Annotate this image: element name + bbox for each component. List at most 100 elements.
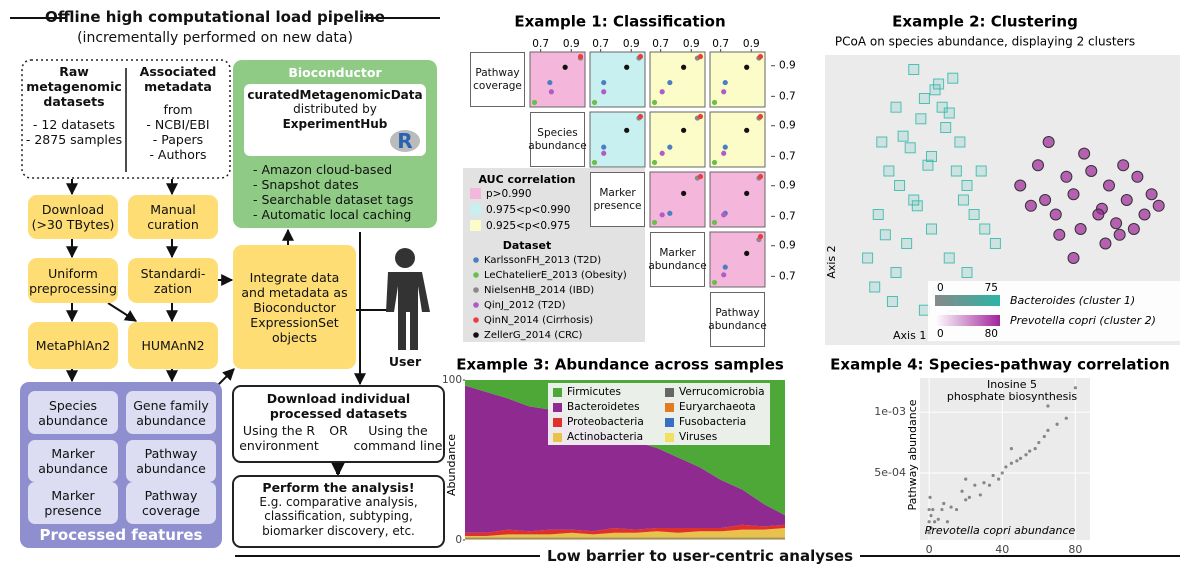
feature: - Searchable dataset tags [253, 192, 414, 207]
legend-label: Verrucomicrobia [679, 386, 765, 398]
point [1000, 471, 1004, 475]
bioconductor-title: Bioconductor [288, 65, 382, 80]
legend-swatch [470, 204, 481, 215]
integrate-box: Integrate data and metadata as Bioconduc… [233, 245, 356, 369]
point [879, 229, 891, 241]
point [954, 507, 959, 512]
y-tick-label: 1e-03 [874, 405, 906, 418]
point [601, 144, 607, 150]
metadata-item: - Papers [152, 132, 204, 147]
point [601, 89, 607, 95]
footer: Low barrier to user-centric analyses [546, 547, 854, 565]
point [978, 493, 982, 497]
raw-column: Raw metagenomic datasets - 12 datasets -… [24, 64, 124, 147]
legend-swatch [665, 418, 674, 427]
point [659, 212, 665, 218]
metadata-title: Associated metadata [139, 64, 217, 94]
point [960, 489, 964, 493]
point [964, 477, 968, 481]
variable-label: Marker abundance [648, 232, 707, 287]
point [954, 136, 966, 148]
legend-label: Viruses [679, 431, 717, 443]
point [886, 296, 898, 307]
legend-label: Bacteroidetes [567, 401, 640, 413]
y-tick-label: 100 [442, 374, 462, 386]
point [1009, 447, 1013, 451]
point [757, 173, 764, 180]
point [651, 99, 658, 106]
point [1085, 165, 1098, 177]
analysis-box: Perform the analysis! E.g. comparative a… [232, 475, 445, 548]
point [901, 238, 913, 249]
legend-swatch [470, 188, 481, 199]
point [1032, 159, 1044, 172]
point [1028, 449, 1032, 453]
point [872, 209, 884, 220]
cell [709, 111, 766, 168]
feature-box: Gene family abundance [126, 391, 216, 434]
legend-label: p>0.990 [486, 188, 532, 200]
legend-swatch [553, 433, 562, 442]
area [465, 537, 785, 539]
point [1024, 453, 1028, 457]
legend-bar [935, 295, 1000, 306]
point [601, 150, 607, 156]
point [531, 99, 538, 106]
metadata-item: from [163, 102, 193, 117]
point [933, 78, 945, 90]
point [943, 107, 955, 119]
point [890, 101, 902, 113]
point [904, 142, 916, 154]
point [697, 173, 704, 180]
point [862, 252, 874, 264]
package-note: distributed by [293, 102, 377, 117]
point [1033, 447, 1037, 451]
x-tick-label: 0.7 [712, 38, 729, 50]
legend-swatch [473, 302, 479, 308]
point [964, 498, 968, 502]
point [1015, 459, 1019, 463]
x-tick-label: 0 [926, 543, 933, 556]
raw-item: - 2875 samples [25, 132, 123, 147]
cell [709, 231, 766, 288]
variable-label: Pathway coverage [470, 52, 525, 107]
point [926, 151, 937, 162]
point [1055, 422, 1059, 426]
feature-box: Marker presence [28, 482, 118, 524]
point [711, 219, 718, 226]
point [975, 165, 987, 177]
legend-swatch [473, 272, 479, 278]
point [659, 150, 665, 156]
x-tick-label: 0.7 [592, 38, 609, 50]
point [968, 209, 980, 220]
point [1060, 170, 1073, 183]
point [936, 517, 940, 521]
option: Using the command line [353, 423, 443, 453]
point [908, 64, 920, 75]
point [949, 505, 953, 509]
point [721, 89, 727, 95]
point [927, 507, 931, 512]
cell [649, 111, 706, 168]
analysis-text: E.g. comparative analysis, classificatio… [259, 495, 418, 538]
variable-label: Marker presence [590, 172, 645, 227]
point [876, 136, 888, 148]
point [757, 233, 764, 240]
point [722, 79, 728, 86]
point [1078, 147, 1091, 160]
point [929, 526, 933, 530]
point [681, 190, 687, 196]
area [465, 385, 785, 533]
cell [709, 51, 766, 108]
chart-subtitle: PCoA on species abundance, displaying 2 … [835, 35, 1135, 49]
point [929, 84, 941, 96]
point [1103, 179, 1115, 192]
hub-name: ExperimentHub [282, 116, 388, 131]
point [1145, 188, 1158, 201]
step: MetaPhlAn2 [28, 322, 118, 369]
x-tick-label: 40 [995, 543, 1009, 556]
plot-background [920, 378, 1090, 540]
point [947, 72, 959, 84]
point [1110, 217, 1123, 230]
x-tick-label: 0.7 [652, 38, 669, 50]
